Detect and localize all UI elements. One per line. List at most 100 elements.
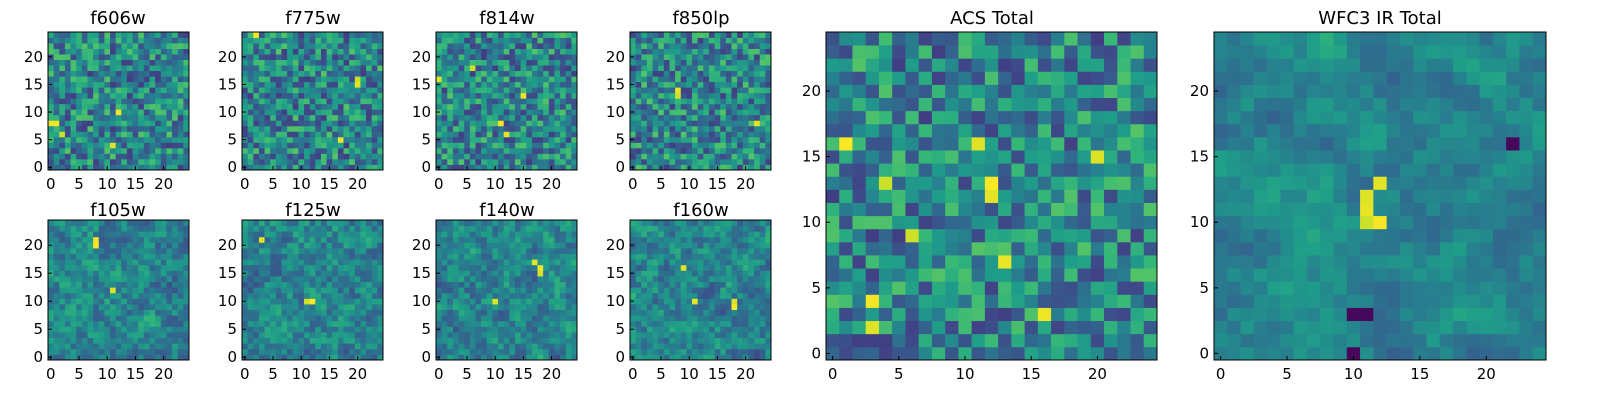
heatmap-cell <box>436 309 443 316</box>
heatmap-cell <box>326 76 333 83</box>
heatmap-cell <box>304 298 311 305</box>
heatmap-cell <box>714 65 721 72</box>
heatmap-cell <box>447 158 454 165</box>
heatmap-cell <box>104 276 111 282</box>
heatmap-cell <box>48 343 55 350</box>
heatmap-cell <box>93 236 100 243</box>
heatmap-cell <box>481 304 488 310</box>
heatmap-cell <box>275 315 282 322</box>
heatmap-cell <box>720 48 727 55</box>
heatmap-cell <box>183 70 190 77</box>
heatmap-cell <box>503 59 510 66</box>
heatmap-cell <box>669 343 676 350</box>
heatmap-cell <box>242 348 249 355</box>
heatmap-cell <box>48 292 55 299</box>
heatmap-cell <box>526 136 533 143</box>
heatmap-cell <box>669 147 676 154</box>
heatmap-cell <box>708 43 715 49</box>
heatmap-cell <box>315 343 322 350</box>
heatmap-cell <box>110 343 117 350</box>
heatmap-cell <box>469 125 476 132</box>
heatmap-cell <box>332 264 339 271</box>
heatmap-cell <box>543 59 550 66</box>
heatmap-cell <box>658 259 665 266</box>
heatmap-cell <box>93 343 100 350</box>
heatmap-cell <box>326 131 333 138</box>
heatmap-cell <box>104 48 111 55</box>
heatmap-cell <box>560 32 567 38</box>
heatmap-cell <box>360 348 367 355</box>
heatmap-cell <box>520 92 527 99</box>
heatmap-cell <box>646 59 653 66</box>
heatmap-cell <box>543 136 550 143</box>
heatmap-cell <box>646 158 653 165</box>
heatmap-cell <box>48 98 55 105</box>
heatmap-cell <box>371 48 378 55</box>
heatmap-cell <box>565 87 572 94</box>
heatmap-cell <box>759 43 766 49</box>
heatmap-cell <box>143 164 150 171</box>
heatmap-cell <box>360 298 367 305</box>
heatmap-cell <box>64 109 71 116</box>
heatmap-cell <box>481 158 488 165</box>
heatmap-cell <box>121 92 128 99</box>
heatmap-cell <box>669 298 676 305</box>
heatmap-cell <box>315 70 322 77</box>
heatmap-cell <box>292 32 299 38</box>
heatmap-cell <box>686 348 693 355</box>
heatmap-cell <box>447 315 454 322</box>
heatmap-cell <box>320 231 327 238</box>
heatmap-cell <box>708 343 715 350</box>
heatmap-cell <box>486 32 493 38</box>
heatmap-cell <box>132 142 139 149</box>
heatmap-cell <box>377 292 384 299</box>
heatmap-cell <box>81 125 88 132</box>
heatmap-cell <box>121 270 128 277</box>
heatmap-cell <box>565 264 572 271</box>
heatmap-cell <box>315 326 322 333</box>
heatmap-cell <box>514 337 521 344</box>
heatmap-cell <box>748 92 755 99</box>
heatmap-cell <box>742 270 749 277</box>
heatmap-cell <box>754 43 761 49</box>
heatmap-cell <box>441 136 448 143</box>
heatmap-cell <box>531 120 538 127</box>
heatmap-cell <box>166 354 173 361</box>
heatmap-cell <box>635 37 642 44</box>
heatmap-cell <box>258 264 265 271</box>
heatmap-cell <box>326 309 333 316</box>
heatmap-cell <box>447 48 454 55</box>
heatmap-cell <box>292 147 299 154</box>
heatmap-cell <box>183 109 190 116</box>
panel-title: f140w <box>479 200 534 221</box>
heatmap-cell <box>298 348 305 355</box>
heatmap-cell <box>320 225 327 232</box>
heatmap-cell <box>138 292 145 299</box>
heatmap-cell <box>697 103 704 110</box>
heatmap-cell <box>481 298 488 305</box>
heatmap-cell <box>475 354 482 361</box>
heatmap-cell <box>110 37 117 44</box>
heatmap-cell <box>731 103 738 110</box>
heatmap-cell <box>76 281 83 288</box>
heatmap-cell <box>697 147 704 154</box>
heatmap-cell <box>759 120 766 127</box>
heatmap-cell <box>132 264 139 271</box>
heatmap-cell <box>708 70 715 77</box>
heatmap-cell <box>560 92 567 99</box>
heatmap-cell <box>121 248 128 254</box>
heatmap-cell <box>635 59 642 66</box>
heatmap-cell <box>759 48 766 55</box>
heatmap-cell <box>708 292 715 299</box>
heatmap-cell <box>87 354 94 361</box>
heatmap-cell <box>509 76 516 83</box>
heatmap-cell <box>110 54 117 60</box>
heatmap-cell <box>275 253 282 260</box>
heatmap-cell <box>377 343 384 350</box>
heatmap-cell <box>514 298 521 305</box>
heatmap-cell <box>458 65 465 72</box>
heatmap-cell <box>441 37 448 44</box>
heatmap-cell <box>703 147 710 154</box>
heatmap-cell <box>354 225 361 232</box>
heatmap-cell <box>514 76 521 83</box>
